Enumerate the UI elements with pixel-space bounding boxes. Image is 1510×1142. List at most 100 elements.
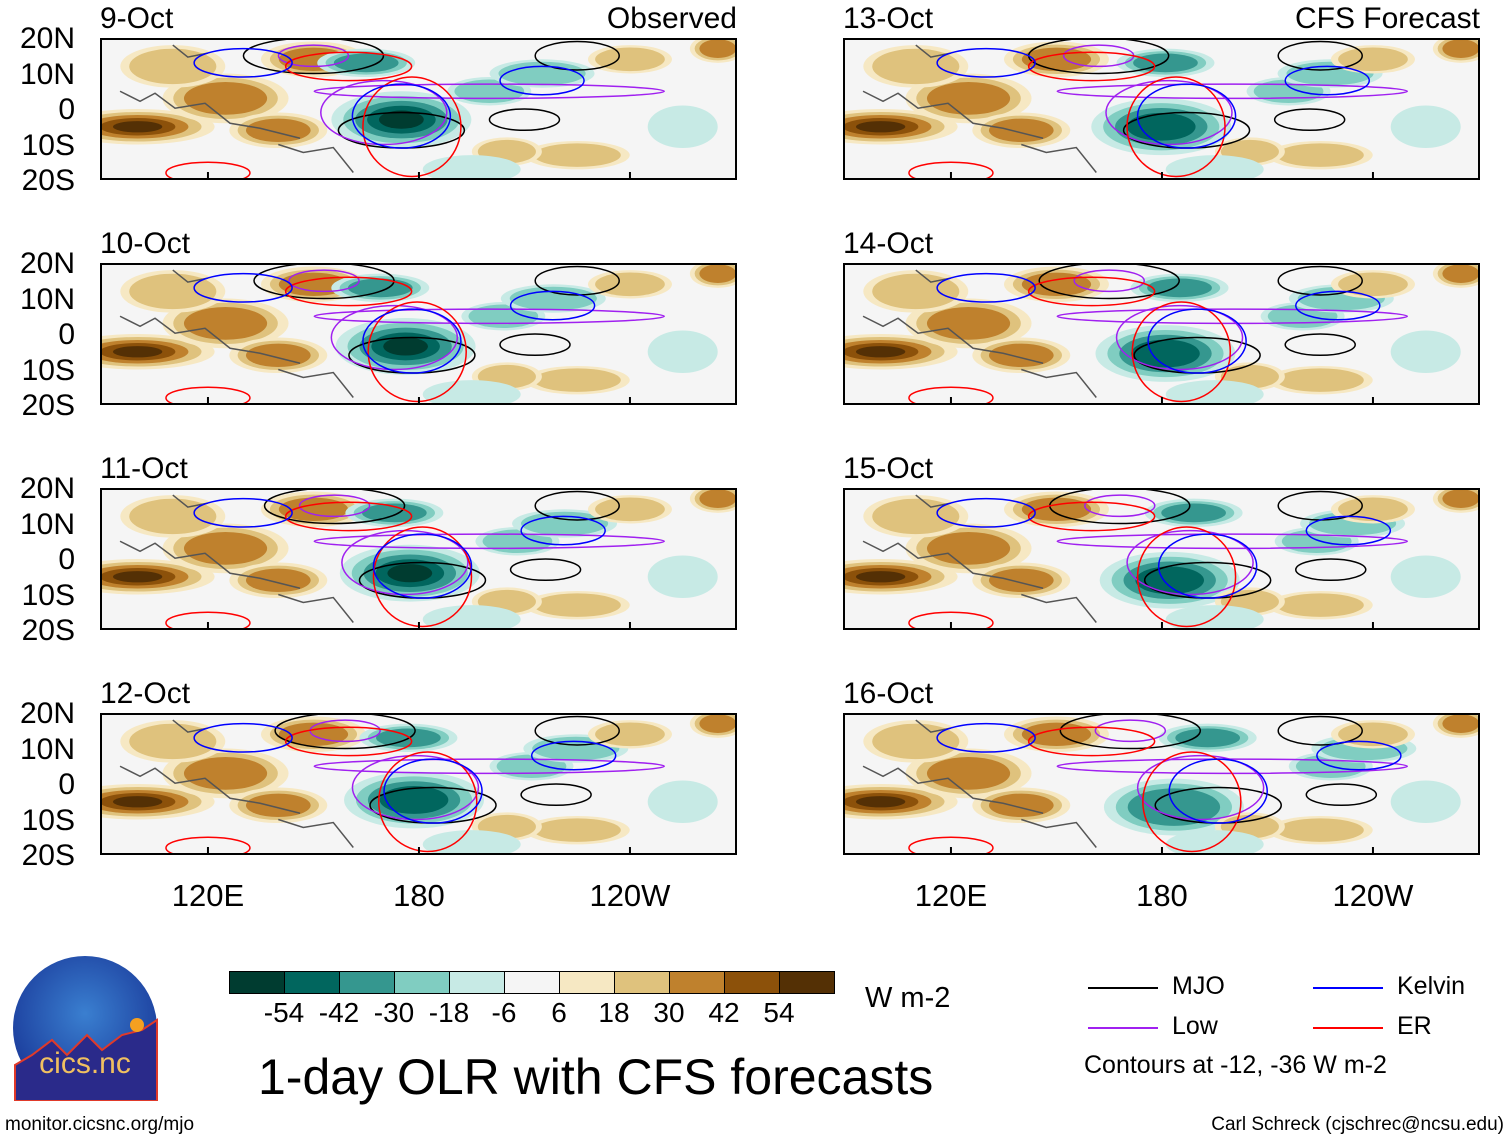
olr-anomaly-region: [183, 531, 268, 565]
olr-map-panel: [100, 263, 737, 405]
olr-anomaly-region: [647, 555, 718, 599]
lon-tick-label: 120W: [589, 878, 671, 913]
olr-anomaly-region: [183, 756, 268, 790]
olr-anomaly-region: [1442, 39, 1480, 59]
olr-anomaly-region: [533, 593, 621, 617]
olr-map-panel: [100, 38, 737, 180]
olr-anomaly-region: [129, 498, 217, 535]
olr-anomaly-region: [1276, 818, 1364, 842]
coastline: [862, 269, 1097, 398]
olr-anomaly-region: [1390, 105, 1461, 149]
lon-tick-label: 180: [1136, 878, 1188, 913]
wave-contour: [372, 526, 473, 628]
units-label: W m-2: [865, 982, 951, 1014]
olr-anomaly-region: [595, 497, 665, 522]
wave-contour: [908, 836, 994, 855]
olr-anomaly-region: [129, 48, 217, 85]
legend-line-mjo: [1088, 987, 1158, 989]
colorbar-tick-label: -54: [263, 997, 305, 1028]
olr-anomaly-region: [699, 264, 737, 284]
wave-contour: [372, 533, 473, 599]
olr-anomaly-region: [1338, 722, 1408, 747]
olr-anomaly-region: [988, 568, 1054, 593]
panel-date: 9-Oct: [100, 2, 174, 35]
olr-map-panel: [100, 713, 737, 855]
olr-anomaly-region: [699, 714, 737, 734]
wave-contour: [520, 515, 606, 546]
olr-anomaly-region: [872, 723, 960, 760]
forecast-label: CFS Forecast: [1294, 2, 1480, 35]
lat-tick-label: 10S: [21, 128, 75, 162]
wave-contour: [936, 722, 1036, 753]
wave-contour: [534, 715, 620, 746]
wave-contour: [530, 740, 617, 771]
olr-anomaly-region: [498, 61, 586, 86]
lat-tick-label: 0: [58, 93, 75, 126]
wave-contour: [378, 751, 478, 853]
wave-contour: [1168, 758, 1268, 824]
colorbar-swatch: [339, 971, 395, 994]
wave-contour: [288, 269, 360, 293]
wave-contour: [534, 490, 620, 521]
lat-tick-label: 10N: [19, 57, 75, 91]
olr-anomaly-region: [647, 330, 718, 374]
olr-anomaly-region: [1442, 489, 1480, 509]
wave-contour: [362, 308, 462, 374]
olr-anomaly-region: [1390, 780, 1461, 824]
coastline: [119, 494, 354, 623]
panel-date: 10-Oct: [100, 227, 191, 260]
wave-contour: [488, 108, 561, 132]
colorbar-swatch: [504, 971, 560, 994]
wave-contour: [284, 51, 413, 82]
colorbar-tick-label: 42: [708, 997, 740, 1028]
olr-map-panel: [843, 38, 1480, 180]
legend-line-low: [1088, 1027, 1158, 1029]
wave-contour: [242, 38, 385, 75]
wave-contour: [351, 754, 480, 821]
wave-contour: [1027, 276, 1156, 307]
wave-contour: [284, 276, 413, 307]
olr-anomaly-region: [926, 756, 1011, 790]
wave-contour: [1059, 713, 1202, 750]
wave-contour: [313, 758, 666, 775]
olr-map-panel: [843, 713, 1480, 855]
wave-contour: [1027, 501, 1156, 532]
wave-contour: [330, 304, 459, 371]
olr-anomaly-region: [595, 47, 665, 72]
wave-contour: [1305, 783, 1378, 807]
colorbar-tick-label: 54: [763, 997, 795, 1028]
panel-date: 14-Oct: [843, 227, 934, 260]
coastline: [862, 494, 1097, 623]
wave-contour: [1284, 65, 1370, 96]
wave-contour: [165, 161, 251, 180]
wave-contour: [534, 265, 620, 296]
wave-contour: [367, 301, 467, 403]
wave-contour: [1142, 751, 1242, 853]
olr-anomaly-region: [333, 53, 399, 73]
olr-anomaly-region: [533, 818, 621, 842]
olr-anomaly-region: [1276, 368, 1364, 392]
legend-label: ER: [1397, 1012, 1432, 1040]
olr-anomaly-region: [855, 121, 906, 133]
wave-contour: [284, 726, 413, 757]
olr-anomaly-region: [647, 780, 718, 824]
wave-contour: [1277, 265, 1363, 296]
contours-note: Contours at -12, -36 W m-2: [1084, 1051, 1387, 1079]
olr-anomaly-region: [112, 796, 163, 808]
wave-contour: [253, 263, 395, 300]
lat-tick-label: 10S: [21, 353, 75, 387]
olr-anomaly-region: [383, 337, 428, 356]
olr-anomaly-region: [855, 571, 906, 583]
wave-contour: [351, 83, 452, 149]
wave-contour: [1056, 308, 1409, 325]
olr-anomaly-region: [699, 489, 737, 509]
olr-anomaly-region: [183, 306, 268, 340]
colorbar-swatch: [669, 971, 725, 994]
olr-anomaly-region: [422, 605, 521, 630]
wave-contour: [509, 290, 596, 321]
lat-tick-label: 0: [58, 543, 75, 576]
olr-anomaly-region: [926, 531, 1011, 565]
olr-anomaly-region: [1165, 380, 1264, 405]
olr-anomaly-region: [129, 273, 217, 310]
source-url: monitor.cicsnc.org/mjo: [5, 1114, 195, 1135]
